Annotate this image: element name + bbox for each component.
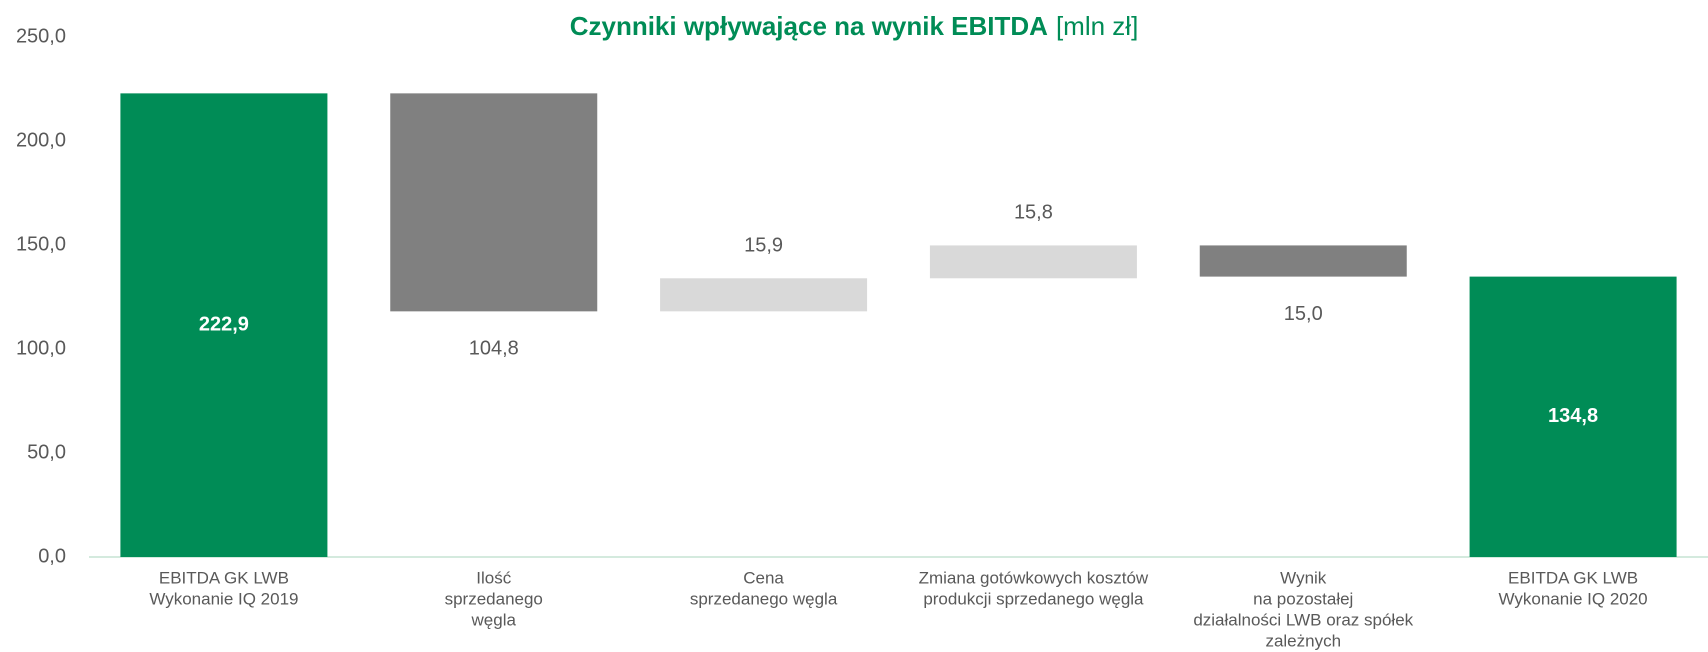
x-tick-label: na pozostałej bbox=[1253, 589, 1353, 608]
title-main: Czynniki wpływające na wynik EBITDA bbox=[570, 11, 1048, 41]
x-tick-label: sprzedanego bbox=[445, 589, 543, 608]
x-tick-label: Wykonanie IQ 2020 bbox=[1498, 589, 1647, 608]
x-tick-label: Ilość bbox=[476, 568, 511, 587]
y-tick-label: 200,0 bbox=[16, 129, 66, 151]
x-tick-label: EBITDA GK LWB bbox=[159, 568, 289, 587]
chart-title: Czynniki wpływające na wynik EBITDA [mln … bbox=[570, 11, 1139, 41]
bar bbox=[1469, 276, 1677, 557]
x-tick-label: Cena bbox=[743, 568, 784, 587]
x-tick-label: produkcji sprzedanego węgla bbox=[923, 589, 1144, 608]
y-tick-label: 150,0 bbox=[16, 233, 66, 255]
bar bbox=[390, 93, 598, 312]
x-tick-label: zależnych bbox=[1265, 631, 1341, 650]
x-tick-label: Zmiana gotówkowych kosztów bbox=[919, 568, 1149, 587]
x-tick-label: sprzedanego węgla bbox=[690, 589, 838, 608]
value-label: 134,8 bbox=[1548, 405, 1598, 427]
value-label: 15,8 bbox=[1014, 202, 1053, 224]
y-tick-label: 0,0 bbox=[38, 545, 66, 567]
value-label: 104,8 bbox=[469, 338, 519, 360]
bar bbox=[1199, 245, 1407, 277]
value-label: 15,9 bbox=[744, 235, 783, 257]
y-tick-label: 100,0 bbox=[16, 337, 66, 359]
x-tick-label: Wynik bbox=[1280, 568, 1327, 587]
value-label: 222,9 bbox=[199, 313, 249, 335]
y-tick-label: 50,0 bbox=[27, 441, 66, 463]
x-tick-label: Wykonanie IQ 2019 bbox=[149, 589, 298, 608]
x-tick-label: działalności LWB oraz spółek bbox=[1193, 610, 1413, 629]
bar bbox=[660, 278, 868, 312]
y-tick-label: 250,0 bbox=[16, 25, 66, 47]
x-tick-label: węgla bbox=[471, 610, 517, 629]
value-label: 15,0 bbox=[1284, 303, 1323, 325]
bar bbox=[120, 93, 328, 558]
title-unit: [mln zł] bbox=[1056, 11, 1138, 41]
x-tick-label: EBITDA GK LWB bbox=[1508, 568, 1638, 587]
bar bbox=[929, 245, 1137, 279]
